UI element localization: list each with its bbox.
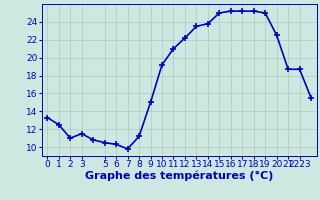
X-axis label: Graphe des températures (°C): Graphe des températures (°C) [85,171,273,181]
